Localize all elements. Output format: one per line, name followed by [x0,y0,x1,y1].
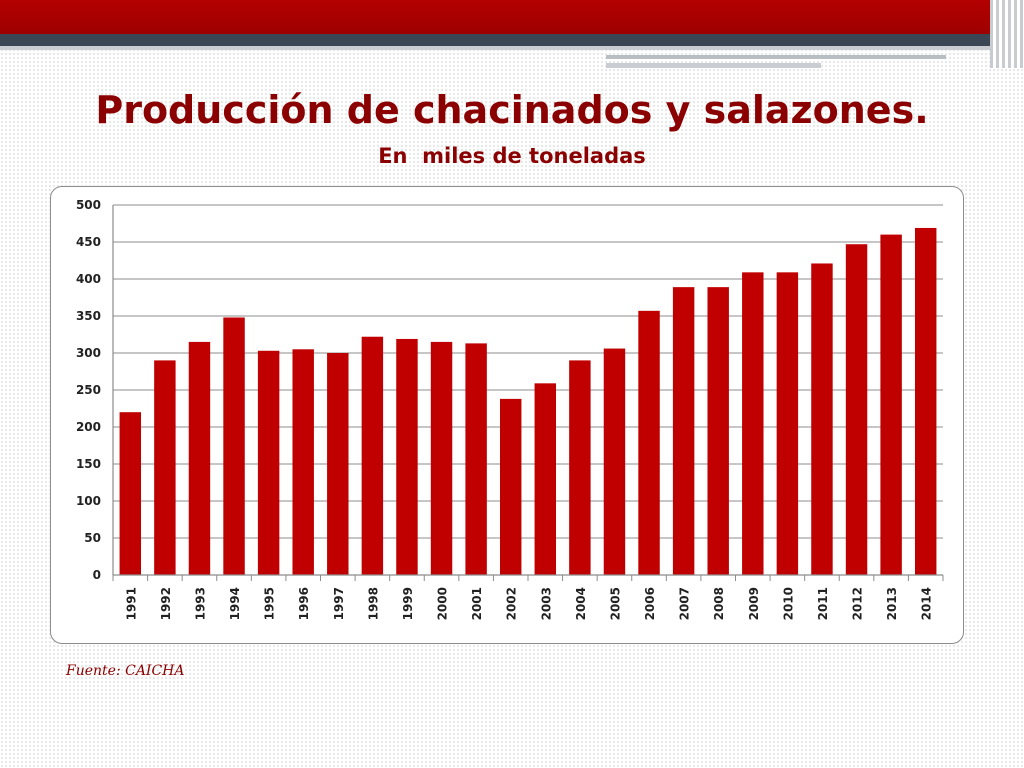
bar-2011 [811,263,833,575]
bar-2001 [465,343,487,575]
bar-2004 [569,360,591,575]
y-tick-label: 450 [76,235,101,249]
x-tick-label: 2011 [816,587,830,620]
x-tick-label: 2004 [574,587,588,620]
x-tick-label: 2007 [678,587,692,620]
x-tick-label: 2014 [920,587,934,620]
bars [119,227,937,575]
y-tick-label: 150 [76,457,101,471]
x-tick-label: 2005 [608,587,622,620]
x-tick-label: 2012 [851,587,865,620]
x-tick-label: 2009 [747,587,761,620]
y-tick-label: 0 [93,568,101,582]
bar-2003 [534,383,557,575]
x-tick-label: 1993 [193,587,207,620]
bar-2005 [603,348,626,575]
y-axis-ticks: 0 50 100 150 200 250 300 350 400 450 500 [76,198,101,582]
source-note: Fuente: CAICHA [66,663,185,679]
x-tick-label: 1997 [332,587,346,620]
bar-1991 [119,412,142,575]
bar-2009 [742,272,764,575]
bar-1993 [188,341,211,575]
x-tick-label: 1999 [401,587,415,620]
y-tick-label: 300 [76,346,101,360]
x-tick-label: 2013 [885,587,899,620]
bar-2006 [638,310,660,575]
slide-subtitle: En miles de toneladas [378,144,646,168]
bar-2012 [845,244,868,575]
x-tick-label: 1998 [366,587,380,620]
bar-2013 [880,234,902,575]
x-tick-label: 2003 [539,587,553,620]
y-tick-label: 350 [76,309,101,323]
y-tick-label: 50 [84,531,101,545]
x-tick-label: 2006 [643,587,657,620]
axes [112,205,944,581]
y-tick-label: 400 [76,272,101,286]
bar-1998 [361,336,384,575]
bar-1997 [327,353,349,575]
y-tick-label: 200 [76,420,101,434]
header-dark-band [0,34,1000,46]
y-tick-label: 500 [76,198,101,212]
slide-title: Producción de chacinados y salazones. [95,88,929,132]
header-red-band [0,0,1024,34]
bar-2000 [430,341,453,575]
x-tick-label: 1996 [297,587,311,620]
x-tick-label: 2002 [505,587,519,620]
x-axis-ticks: 1991 1992 1993 1994 1995 1996 1997 1998 1999 2000… [124,587,933,620]
x-tick-label: 2000 [436,587,450,620]
bar-1992 [154,360,176,575]
x-tick-label: 1994 [228,587,242,620]
bar-1999 [396,338,418,575]
header-grey-line-shorter [606,63,821,68]
bar-2014 [914,227,937,575]
x-tick-label: 2008 [712,587,726,620]
bar-2007 [672,287,695,575]
header-grey-line-short [606,55,946,59]
bar-2010 [776,272,799,575]
bar-2008 [707,287,729,575]
header-grey-line [0,46,1000,50]
header-decorative-stripes [990,0,1024,68]
x-tick-label: 1992 [159,587,173,620]
y-tick-label: 250 [76,383,101,397]
x-tick-label: 2010 [781,587,795,620]
bar-2002 [499,398,522,575]
bar-1996 [292,349,314,575]
x-tick-label: 2001 [470,587,484,620]
y-tick-label: 100 [76,494,101,508]
bar-1995 [257,350,280,575]
bar-1994 [223,317,245,575]
x-tick-label: 1995 [263,587,277,620]
x-tick-label: 1991 [124,587,138,620]
gridlines [113,204,943,539]
